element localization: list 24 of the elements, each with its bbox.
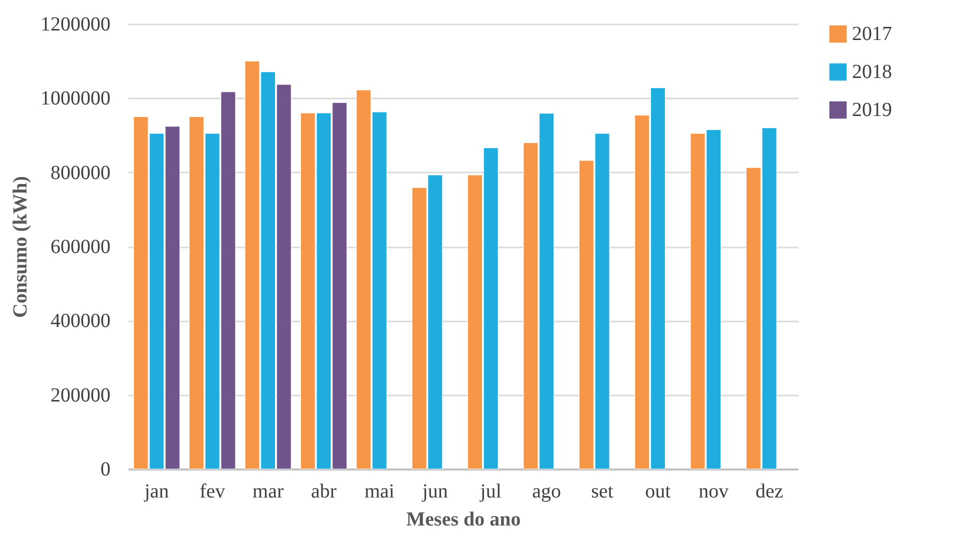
x-tick-label: set	[591, 480, 614, 502]
y-tick-label: 1000000	[40, 88, 110, 110]
legend-label: 2019	[852, 99, 892, 121]
x-tick-label: jan	[143, 480, 169, 502]
x-tick-label: ago	[532, 480, 561, 502]
x-tick-label: jun	[421, 480, 448, 502]
x-tick-label: mai	[364, 480, 395, 502]
y-tick-label: 600000	[50, 236, 110, 258]
y-tick-label: 1200000	[40, 14, 110, 36]
x-tick-label: out	[645, 480, 672, 502]
legend-label: 2018	[852, 61, 892, 83]
y-tick-label: 0	[100, 458, 110, 480]
legend-label: 2017	[852, 23, 892, 45]
y-tick-label: 200000	[50, 384, 110, 406]
x-tick-label: dez	[755, 480, 784, 502]
x-tick-label: mar	[252, 480, 284, 502]
y-axis-title: Consumo (kWh)	[10, 176, 32, 318]
x-tick-label: jul	[479, 480, 502, 502]
y-tick-label: 400000	[50, 310, 110, 332]
x-tick-label: fev	[200, 480, 226, 502]
x-axis-title: Meses do ano	[406, 508, 521, 530]
x-tick-label: abr	[310, 480, 337, 502]
y-tick-label: 800000	[50, 162, 110, 184]
x-tick-label: nov	[698, 480, 729, 502]
